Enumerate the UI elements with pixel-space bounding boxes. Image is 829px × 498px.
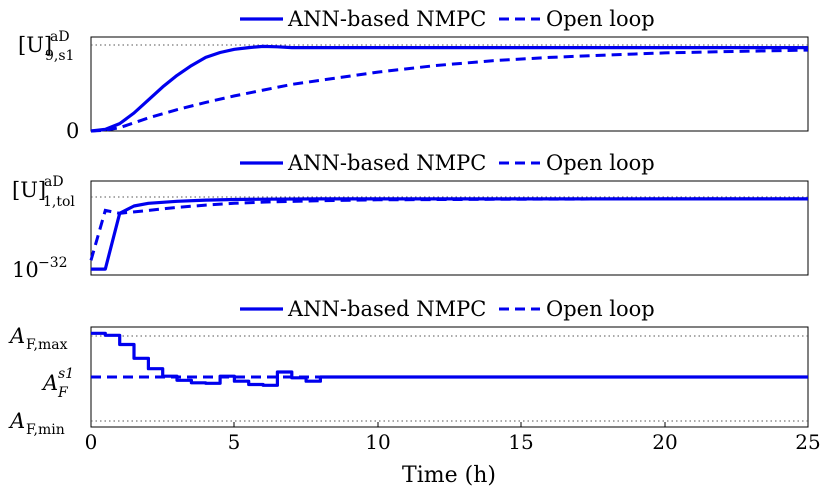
panel-3-series-ann	[91, 331, 808, 387]
panel-3: ANN-based NMPC Open loop A F,max A s1 F …	[8, 297, 821, 488]
panel-1-series-ann	[90, 44, 808, 133]
legend-2-dash-label: Open loop	[546, 151, 655, 175]
panel-3-ytick-mid-sup: s1	[58, 366, 74, 382]
panel-3-ytick-max-sub: F,max	[26, 337, 68, 353]
panel-2-frame	[90, 180, 809, 276]
panel-2-ylabel-top-sup: aD	[44, 174, 64, 190]
legend-1: ANN-based NMPC Open loop	[240, 7, 655, 31]
panel-3-ytick-max: A F,max	[8, 324, 68, 353]
xtick-label-25: 25	[795, 430, 820, 454]
xtick-label-0: 0	[85, 430, 98, 454]
panel-1-ytick-top: [U] aD 9,s1	[18, 29, 74, 64]
panel-2-ytick-bottom: 10 −32	[12, 255, 68, 282]
panel-3-ytick-mid-base: A	[41, 371, 58, 395]
panel-1-ylabel-top: [U]	[18, 33, 52, 57]
legend-1-solid-label: ANN-based NMPC	[287, 7, 486, 31]
xtick-label-20: 20	[652, 430, 677, 454]
panel-2: ANN-based NMPC Open loop [U] aD 1,tol 10…	[12, 151, 809, 282]
legend-3-solid-label: ANN-based NMPC	[287, 297, 486, 321]
xtick-label-5: 5	[228, 430, 241, 454]
panel-3-ytick-min: A F,min	[8, 409, 65, 438]
legend-2: ANN-based NMPC Open loop	[240, 151, 655, 175]
panel-3-ytick-mid-sub: F	[57, 385, 69, 401]
xtick-label-10: 10	[365, 430, 390, 454]
panel-1-frame	[90, 36, 809, 132]
legend-3-dash-label: Open loop	[546, 297, 655, 321]
panel-1-ylabel-top-sup: aD	[50, 29, 70, 45]
panel-2-series-ann	[91, 197, 808, 271]
panel-2-ylabel-top-sub: 1,tol	[43, 194, 75, 210]
panel-2-series-open	[89, 197, 808, 261]
legend-2-solid-label: ANN-based NMPC	[287, 151, 486, 175]
x-axis-label: Time (h)	[402, 463, 496, 488]
legend-1-dash-label: Open loop	[546, 7, 655, 31]
panel-2-ylabel-bottom: 10	[12, 258, 39, 282]
panel-2-ytick-top: [U] aD 1,tol	[12, 174, 75, 210]
panel-2-ylabel-top: [U]	[12, 178, 46, 202]
xtick-label-15: 15	[508, 430, 533, 454]
panel-1: ANN-based NMPC Open loop [U] aD 9,s1 0	[18, 7, 809, 143]
panel-3-ytick-min-sub: F,min	[26, 422, 65, 438]
legend-3: ANN-based NMPC Open loop	[240, 297, 655, 321]
x-axis: 0 5 10 15 20 25 Time (h)	[85, 422, 821, 488]
panel-3-ytick-min-base: A	[8, 409, 25, 433]
panel-1-ylabel-top-sub: 9,s1	[45, 48, 74, 64]
panel-3-ytick-mid: A s1 F	[41, 366, 74, 401]
panel-2-ylabel-bottom-sup: −32	[38, 255, 68, 271]
panel-3-ytick-max-base: A	[8, 324, 25, 348]
panel-1-ylabel-bottom: 0	[66, 119, 79, 143]
